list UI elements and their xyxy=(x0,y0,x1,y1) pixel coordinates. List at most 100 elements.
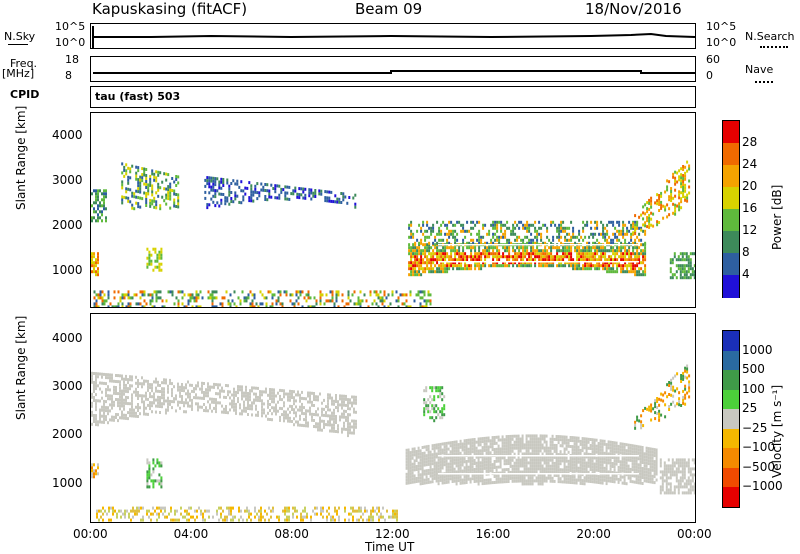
power-echo-band-cell xyxy=(600,258,603,262)
power-echo-end-cell xyxy=(685,264,688,268)
power-echo-late-cell xyxy=(678,190,681,194)
velocity-echo-arc-cell xyxy=(215,383,217,387)
power-echo-ground-cell xyxy=(95,299,98,303)
power-echo-late-cell xyxy=(682,192,685,195)
velocity-echo-arc-cell xyxy=(277,400,279,404)
power-echo-ground-cell xyxy=(413,299,416,303)
power-echo-band-cell xyxy=(478,258,481,262)
velocity-echo-band-cell xyxy=(421,479,424,482)
velocity-echo-band-cell xyxy=(431,468,434,472)
velocity-echo-arc-cell xyxy=(261,408,263,412)
velocity-echo-band-cell xyxy=(493,460,496,463)
power-echo-band-cell xyxy=(544,252,547,256)
power-echo-band-cell xyxy=(636,252,639,256)
cpid-strip: tau (fast) 503 xyxy=(90,86,696,108)
power-echo-ground-cell xyxy=(113,305,116,307)
power-echo-ground-cell xyxy=(347,293,350,297)
velocity-echo-arc-cell xyxy=(95,378,97,382)
power-echo-band-cell xyxy=(564,261,567,265)
velocity-echo-arc-cell xyxy=(163,381,165,385)
velocity-echo-band-cell xyxy=(509,470,512,474)
power-echo-mid-cell xyxy=(146,262,149,266)
power-echo-band-top-cell xyxy=(492,226,495,230)
power-echo-band-top-cell xyxy=(612,238,615,242)
power-echo-band-top-cell xyxy=(602,229,605,233)
velocity-echo-ground-cell xyxy=(344,506,346,510)
velocity-echo-arc-cell xyxy=(223,395,225,399)
velocity-echo-band-cell xyxy=(485,469,488,473)
velocity-echo-band-cell xyxy=(525,479,528,483)
velocity-echo-band-cell xyxy=(477,461,480,465)
velocity-echo-ground xyxy=(96,506,398,522)
velocity-echo-arc-cell xyxy=(137,391,139,394)
power-echo-band-cell xyxy=(468,264,471,268)
power-echo-band-cell xyxy=(426,246,429,250)
power-echo-ground-cell xyxy=(215,305,218,307)
power-echo-band-cell xyxy=(454,252,457,256)
power-echo-band-cell xyxy=(632,246,635,250)
velocity-echo-arc-cell xyxy=(329,393,331,397)
power-echo-band-cell xyxy=(592,264,595,268)
velocity-echo-arc-cell xyxy=(285,410,287,414)
power-echo-band-cell xyxy=(522,261,525,265)
power-echo-band-cell xyxy=(408,243,411,247)
velocity-echo-band-cell xyxy=(449,465,452,469)
power-echo-band-top-cell xyxy=(442,238,445,242)
power-echo-ground-cell xyxy=(427,290,430,294)
power-echo-band-top-cell xyxy=(552,220,555,224)
power-echo-arc2-cell xyxy=(344,195,347,199)
power-echo-late-cell xyxy=(660,191,663,195)
power-echo-ground-cell xyxy=(181,296,184,300)
power-echo-band-top-cell xyxy=(526,235,529,239)
power-echo-band-cell xyxy=(444,264,447,268)
power-echo-band-top-cell xyxy=(520,220,523,224)
velocity-echo-ground-cell xyxy=(278,518,280,522)
velocity-echo-band-cell xyxy=(573,439,576,443)
velocity-echo-arc-cell xyxy=(323,407,325,411)
velocity-echo-band-cell xyxy=(465,475,468,478)
velocity-echo-arc-cell xyxy=(141,385,143,389)
power-echo-band-cell xyxy=(638,246,641,250)
velocity-echo-mid-cell xyxy=(152,467,155,471)
power-echo-ground-cell xyxy=(139,302,142,306)
power-echo-end-cell xyxy=(669,276,672,280)
power-echo-arc1-cell xyxy=(139,178,142,182)
velocity-echo-ground-cell xyxy=(320,506,322,510)
velocity-echo-arc-cell xyxy=(125,401,127,405)
velocity-echo-band-cell xyxy=(505,474,508,478)
power-echo-arc2-cell xyxy=(212,188,215,192)
velocity-echo-arc-cell xyxy=(233,408,235,412)
power-echo-arc2-cell xyxy=(234,194,237,198)
velocity-echo-band-cell xyxy=(599,448,602,452)
velocity-echo-band-cell xyxy=(445,480,448,484)
power-echo-ground-cell xyxy=(297,296,300,300)
velocity-echo-band-cell xyxy=(497,480,500,484)
velocity-echo-band-cell xyxy=(537,479,540,483)
velocity-echo-band-cell xyxy=(591,447,594,451)
velocity-echo-arc-cell xyxy=(291,396,293,399)
power-echo-band-top-cell xyxy=(540,232,543,236)
velocity-echo-arc-cell xyxy=(121,416,123,420)
velocity-echo-ground-cell xyxy=(344,518,346,522)
power-echo-band-top-cell xyxy=(420,226,423,230)
velocity-echo-arc-cell xyxy=(253,392,255,396)
velocity-echo-band-cell xyxy=(565,465,568,469)
velocity-echo-arc-cell xyxy=(233,390,235,394)
velocity-echo-band-cell xyxy=(475,467,478,471)
velocity-echo-arc-cell xyxy=(329,414,331,418)
velocity-echo-band-cell xyxy=(537,452,540,456)
velocity-echo-band-cell xyxy=(481,446,484,450)
power-echo-band-cell xyxy=(550,258,553,262)
power-echo-band-cell xyxy=(572,267,575,271)
velocity-echo-band-cell xyxy=(541,446,544,450)
velocity-echo-band-cell xyxy=(571,439,574,443)
velocity-echo-band-cell xyxy=(441,451,444,455)
power-echo-band-cell xyxy=(610,258,613,262)
velocity-echo-ground-cell xyxy=(230,509,232,513)
power-echo-band-cell xyxy=(412,246,415,250)
power-echo-band-cell xyxy=(518,255,521,259)
velocity-echo-arc-cell xyxy=(283,404,285,408)
velocity-echo-arc-cell xyxy=(299,405,301,409)
velocity-echo-band-cell xyxy=(513,473,516,477)
power-echo-arc1-cell xyxy=(135,177,138,181)
